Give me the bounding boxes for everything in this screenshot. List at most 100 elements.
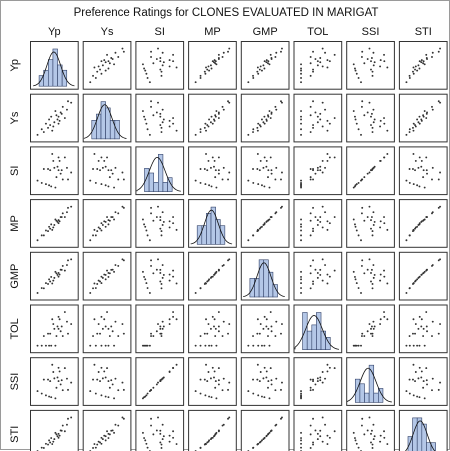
scatter-point bbox=[409, 131, 411, 133]
scatter-point bbox=[195, 81, 197, 83]
scatter-point bbox=[56, 335, 58, 337]
scatter-point bbox=[147, 234, 149, 236]
scatter-point bbox=[150, 259, 152, 261]
scatter-point bbox=[98, 441, 100, 443]
scatter-point bbox=[61, 113, 63, 115]
scatter-point bbox=[317, 60, 319, 62]
scatter-point bbox=[383, 54, 385, 56]
scatter-point bbox=[98, 160, 100, 162]
scatter-point bbox=[222, 179, 224, 181]
panel-mp-vs-gmp bbox=[241, 200, 289, 248]
scatter-point bbox=[383, 216, 385, 218]
scatter-point bbox=[59, 318, 61, 320]
scatter-point bbox=[218, 326, 220, 328]
scatter-point bbox=[105, 439, 107, 441]
scatter-point bbox=[426, 383, 428, 385]
scatter-point bbox=[227, 100, 229, 102]
scatter-point bbox=[256, 71, 258, 73]
scatter-point bbox=[227, 179, 229, 181]
scatter-point bbox=[310, 272, 312, 274]
scatter-point bbox=[358, 234, 360, 236]
scatter-point bbox=[195, 292, 197, 294]
scatter-point bbox=[214, 120, 216, 122]
scatter-point bbox=[264, 60, 266, 62]
scatter-point bbox=[214, 274, 216, 276]
scatter-point bbox=[354, 223, 356, 225]
scatter-point bbox=[262, 328, 264, 330]
scatter-point bbox=[215, 345, 217, 347]
scatter-point bbox=[425, 311, 427, 313]
column-label-si: SI bbox=[155, 26, 165, 38]
scatter-point bbox=[169, 371, 171, 373]
scatter-point bbox=[159, 272, 161, 274]
scatter-point bbox=[372, 444, 374, 446]
panel-mp-vs-si bbox=[136, 200, 184, 248]
scatter-point bbox=[322, 371, 324, 373]
scatter-point bbox=[54, 271, 56, 273]
scatter-point bbox=[271, 330, 273, 332]
scatter-point bbox=[322, 206, 324, 208]
scatter-point bbox=[423, 380, 425, 382]
scatter-point bbox=[222, 389, 224, 391]
scatter-point bbox=[108, 437, 110, 439]
scatter-point bbox=[218, 117, 220, 119]
scatter-point bbox=[252, 131, 254, 133]
scatter-point bbox=[122, 48, 124, 50]
scatter-point bbox=[150, 207, 152, 209]
scatter-point bbox=[257, 230, 259, 232]
scatter-point bbox=[369, 416, 371, 418]
scatter-point bbox=[62, 425, 64, 427]
scatter-point bbox=[369, 48, 371, 50]
scatter-point bbox=[64, 430, 66, 432]
scatter-point bbox=[413, 153, 415, 155]
scatter-point bbox=[204, 168, 206, 170]
scatter-point bbox=[49, 281, 51, 283]
scatter-point bbox=[264, 367, 266, 369]
scatter-point bbox=[372, 131, 374, 133]
scatter-point bbox=[383, 123, 385, 125]
scatter-point bbox=[312, 124, 314, 126]
panel-frame bbox=[31, 410, 79, 451]
histogram-bar bbox=[48, 60, 53, 87]
scatter-point bbox=[218, 57, 220, 59]
scatter-point bbox=[372, 127, 374, 129]
scatter-point bbox=[415, 65, 417, 67]
scatter-point bbox=[409, 168, 411, 170]
scatter-point bbox=[312, 389, 314, 391]
scatter-point bbox=[247, 345, 249, 347]
scatter-point bbox=[372, 230, 374, 232]
scatter-point bbox=[252, 393, 254, 395]
scatter-point bbox=[123, 51, 125, 53]
scatter-point bbox=[113, 432, 115, 434]
panel-tol-vs-gmp bbox=[241, 305, 289, 353]
panel-gmp-vs-ys bbox=[83, 252, 131, 300]
scatter-point bbox=[265, 377, 267, 379]
column-label-mp: MP bbox=[204, 26, 221, 38]
scatter-point bbox=[329, 276, 331, 278]
scatter-point bbox=[53, 277, 55, 279]
scatter-point bbox=[172, 216, 174, 218]
scatter-point bbox=[47, 333, 49, 335]
scatter-point bbox=[317, 433, 319, 435]
scatter-point bbox=[156, 269, 158, 271]
scatter-point bbox=[41, 128, 43, 130]
scatter-point bbox=[218, 54, 220, 56]
scatter-point bbox=[419, 316, 421, 318]
scatter-point bbox=[149, 292, 151, 294]
scatter-point bbox=[96, 379, 98, 381]
scatter-point bbox=[412, 127, 414, 129]
scatter-point bbox=[66, 211, 68, 213]
panel-gmp-vs-ssi bbox=[347, 252, 395, 300]
scatter-point bbox=[422, 335, 424, 337]
scatter-point bbox=[262, 64, 264, 66]
scatter-point bbox=[263, 185, 265, 187]
scatter-point bbox=[144, 70, 146, 72]
scatter-point bbox=[53, 121, 55, 123]
column-label-ys: Ys bbox=[101, 26, 114, 38]
scatter-point bbox=[43, 447, 45, 449]
scatter-point bbox=[99, 333, 101, 335]
scatter-point bbox=[322, 172, 324, 174]
scatter-point bbox=[152, 220, 154, 222]
scatter-point bbox=[45, 123, 47, 125]
scatter-point bbox=[379, 323, 381, 325]
